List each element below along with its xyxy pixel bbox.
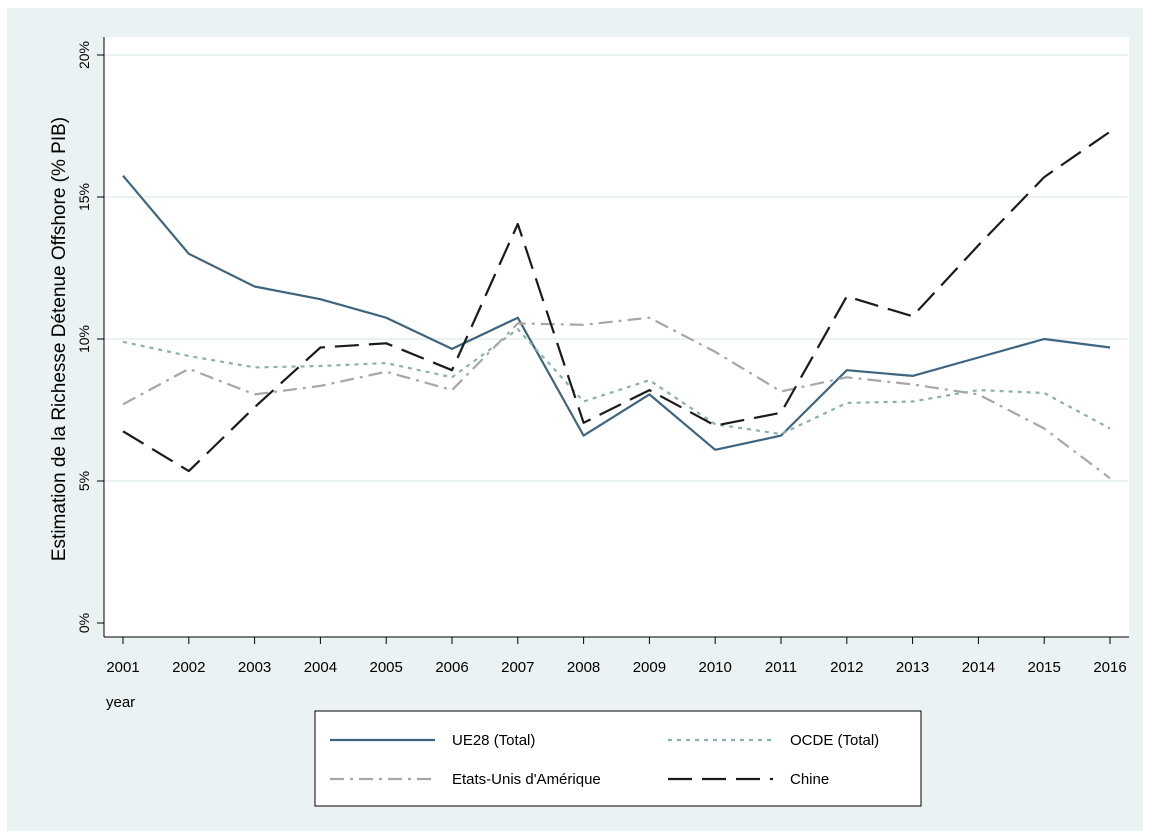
x-tick-label: 2012 [830,659,863,676]
y-axis-ticks: 0% 5% 10% 15% 20% [76,41,104,633]
x-tick-label: 2016 [1093,659,1126,676]
series-line [122,316,1111,480]
x-tick-label: 2010 [699,659,732,676]
legend-label: UE28 (Total) [452,732,535,749]
x-tick-label: 2014 [962,659,995,676]
y-axis-title: Estimation de la Richesse Détenue Offsho… [49,117,70,561]
legend-box [314,710,922,807]
x-axis-ticks: 2001 2002 2003 2004 2005 2006 2007 2008 2009 2010… [106,637,1127,676]
legend-label: Chine [790,771,829,788]
x-tick-label: 2004 [304,659,337,676]
x-tick-label: 2008 [567,659,600,676]
x-tick-label: 2015 [1028,659,1061,676]
x-tick-label: 2007 [501,659,534,676]
series-line [122,130,1111,473]
x-tick-label: 2009 [633,659,666,676]
axes [103,37,1129,638]
y-tick-label: 10% [76,325,92,353]
y-tick-label: 5% [76,471,92,491]
y-tick-label: 0% [76,613,92,633]
x-tick-label: 2003 [238,659,271,676]
gridlines [105,54,1128,482]
series-line [122,174,1111,451]
x-tick-label: 2013 [896,659,929,676]
series-lines [122,130,1111,480]
x-tick-label: 2005 [370,659,403,676]
legend-label: Etats-Unis d'Amérique [452,771,601,788]
x-tick-label: 2011 [765,659,797,676]
plot-area [104,37,1129,637]
legend-label: OCDE (Total) [790,732,879,749]
legend: UE28 (Total) OCDE (Total) Etats-Unis d'Amé… [314,710,922,807]
x-tick-label: 2006 [435,659,468,676]
y-tick-label: 15% [76,183,92,211]
x-tick-label: 2001 [106,659,139,676]
y-tick-label: 20% [76,41,92,69]
x-tick-label: 2002 [172,659,205,676]
x-axis-title: year [106,694,135,711]
